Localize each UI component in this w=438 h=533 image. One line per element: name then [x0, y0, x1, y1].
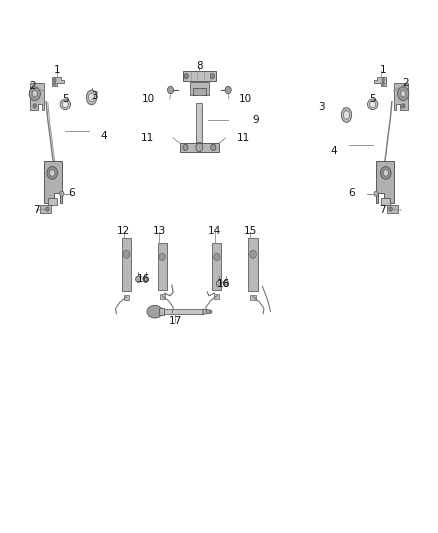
Text: 4: 4 — [100, 131, 106, 141]
Polygon shape — [203, 309, 210, 314]
Polygon shape — [374, 77, 386, 86]
Circle shape — [123, 250, 130, 259]
Circle shape — [209, 310, 212, 313]
Circle shape — [389, 207, 392, 211]
Circle shape — [398, 87, 409, 101]
Circle shape — [29, 87, 40, 101]
Bar — [387, 205, 398, 213]
Text: 10: 10 — [239, 94, 252, 104]
Text: 7: 7 — [379, 205, 386, 215]
Circle shape — [159, 253, 165, 261]
Circle shape — [46, 207, 49, 211]
Circle shape — [401, 91, 406, 97]
Bar — [212, 243, 221, 290]
Text: 6: 6 — [348, 188, 355, 198]
Bar — [248, 238, 258, 292]
Ellipse shape — [367, 99, 378, 110]
Circle shape — [47, 166, 57, 179]
Text: 1: 1 — [54, 65, 61, 75]
Text: 2: 2 — [403, 78, 409, 88]
Circle shape — [383, 169, 389, 176]
Ellipse shape — [62, 101, 68, 108]
Circle shape — [196, 143, 203, 152]
Circle shape — [402, 104, 405, 108]
Text: 16: 16 — [136, 274, 150, 284]
Circle shape — [53, 78, 56, 82]
Ellipse shape — [60, 99, 71, 110]
Ellipse shape — [343, 111, 350, 119]
Text: 17: 17 — [169, 316, 182, 326]
Polygon shape — [190, 82, 209, 95]
Circle shape — [214, 253, 220, 261]
Text: 16: 16 — [217, 279, 230, 288]
Circle shape — [225, 86, 231, 94]
Polygon shape — [250, 295, 256, 300]
Text: 3: 3 — [318, 102, 325, 112]
Bar — [158, 243, 166, 290]
Text: 8: 8 — [196, 61, 203, 70]
Circle shape — [183, 144, 188, 151]
Circle shape — [374, 191, 378, 196]
Bar — [180, 143, 219, 152]
Text: 1: 1 — [380, 65, 386, 75]
Polygon shape — [376, 161, 394, 203]
Text: 11: 11 — [141, 133, 154, 143]
Circle shape — [53, 82, 56, 85]
Bar — [122, 238, 131, 292]
Text: 13: 13 — [152, 226, 166, 236]
Text: 15: 15 — [244, 226, 257, 236]
Polygon shape — [159, 294, 165, 299]
Circle shape — [250, 250, 256, 259]
Ellipse shape — [88, 93, 95, 102]
Circle shape — [382, 78, 385, 82]
Text: 12: 12 — [117, 226, 131, 236]
Text: 3: 3 — [91, 91, 98, 101]
Polygon shape — [394, 83, 408, 110]
Text: 10: 10 — [142, 94, 155, 104]
Circle shape — [210, 74, 215, 79]
Circle shape — [49, 169, 55, 176]
Circle shape — [136, 276, 141, 282]
Bar — [159, 309, 163, 315]
Text: 14: 14 — [208, 226, 221, 236]
Polygon shape — [44, 161, 62, 203]
Ellipse shape — [147, 305, 162, 318]
Circle shape — [184, 74, 188, 79]
Polygon shape — [381, 198, 390, 205]
Polygon shape — [214, 294, 219, 299]
Polygon shape — [52, 77, 64, 86]
Text: 4: 4 — [330, 146, 337, 156]
Text: 7: 7 — [33, 205, 40, 215]
Bar — [196, 103, 202, 142]
Circle shape — [382, 82, 385, 85]
Circle shape — [60, 191, 64, 196]
Text: 6: 6 — [68, 188, 75, 198]
Circle shape — [33, 104, 36, 108]
Polygon shape — [48, 198, 57, 205]
Ellipse shape — [341, 108, 352, 123]
Text: 5: 5 — [62, 94, 69, 104]
Polygon shape — [30, 83, 44, 110]
Bar — [40, 205, 51, 213]
Text: 11: 11 — [237, 133, 250, 143]
Ellipse shape — [370, 101, 376, 108]
Polygon shape — [193, 88, 206, 95]
Circle shape — [216, 280, 222, 287]
Polygon shape — [124, 295, 129, 300]
Text: 2: 2 — [29, 81, 35, 91]
Circle shape — [167, 86, 173, 94]
Circle shape — [223, 280, 229, 287]
Circle shape — [32, 91, 37, 97]
Text: 9: 9 — [253, 115, 259, 125]
Text: 5: 5 — [369, 94, 375, 104]
Bar — [163, 309, 203, 314]
Ellipse shape — [86, 90, 97, 105]
Bar — [183, 71, 216, 82]
Circle shape — [143, 276, 148, 282]
Circle shape — [211, 144, 216, 151]
Circle shape — [381, 166, 391, 179]
